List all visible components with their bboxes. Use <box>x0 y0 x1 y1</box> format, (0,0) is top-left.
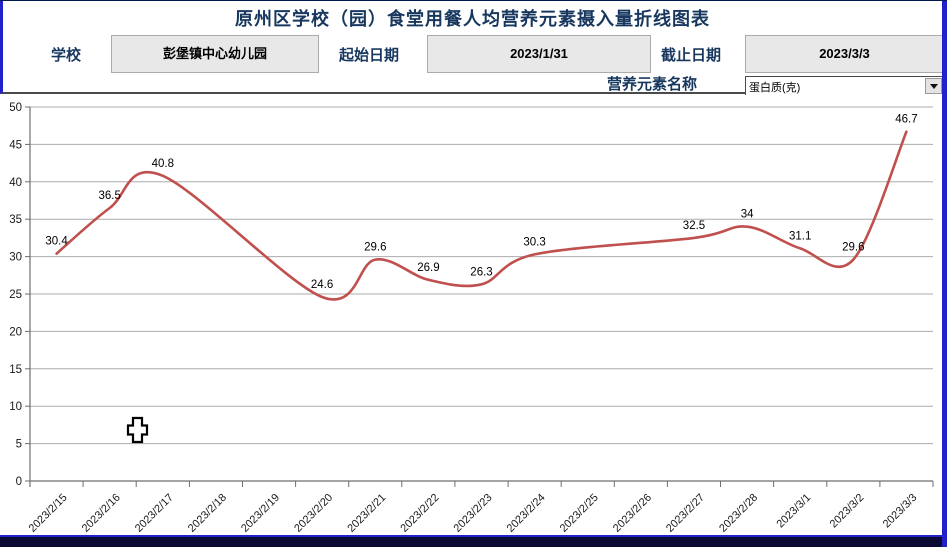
status-bar <box>0 535 947 547</box>
svg-text:46.7: 46.7 <box>895 114 917 126</box>
x-tick-labels: 2023/2/15 2023/2/16 2023/2/17 2023/2/18 2023… <box>27 492 920 535</box>
svg-text:30: 30 <box>9 252 22 264</box>
svg-text:2023/2/24: 2023/2/24 <box>505 492 548 535</box>
svg-text:2023/2/27: 2023/2/27 <box>664 492 707 535</box>
svg-text:40: 40 <box>9 177 22 189</box>
svg-text:26.3: 26.3 <box>470 266 492 278</box>
svg-text:2023/2/22: 2023/2/22 <box>398 492 441 535</box>
svg-text:34: 34 <box>741 209 754 221</box>
svg-text:15: 15 <box>9 364 22 376</box>
svg-text:2023/2/16: 2023/2/16 <box>80 492 123 535</box>
start-date-value: 2023/1/31 <box>510 46 568 61</box>
svg-text:2023/2/25: 2023/2/25 <box>558 492 601 535</box>
y-tick-labels: 0 5 10 15 20 25 30 35 40 45 50 <box>9 102 22 488</box>
svg-text:24.6: 24.6 <box>311 279 333 291</box>
dropdown-button[interactable] <box>925 78 942 94</box>
svg-text:2023/3/1: 2023/3/1 <box>775 492 814 531</box>
nutrient-select[interactable]: 蛋白质(克) <box>745 76 944 96</box>
svg-text:2023/2/21: 2023/2/21 <box>345 492 388 535</box>
svg-text:5: 5 <box>16 439 22 451</box>
school-value: 彭堡镇中心幼儿园 <box>162 46 267 61</box>
start-date-field[interactable]: 2023/1/31 <box>427 35 651 73</box>
nutrient-label: 营养元素名称 <box>607 76 698 93</box>
chevron-down-icon <box>929 83 938 89</box>
svg-text:50: 50 <box>9 102 22 114</box>
end-date-field[interactable]: 2023/3/3 <box>745 35 944 73</box>
window-right-border <box>942 1 947 547</box>
school-field[interactable]: 彭堡镇中心幼儿园 <box>111 35 319 73</box>
svg-text:0: 0 <box>16 476 22 488</box>
svg-text:40.8: 40.8 <box>152 158 174 170</box>
svg-text:2023/2/19: 2023/2/19 <box>239 492 282 535</box>
axes <box>25 106 934 487</box>
svg-text:2023/2/28: 2023/2/28 <box>717 492 760 535</box>
svg-text:2023/2/15: 2023/2/15 <box>27 492 70 535</box>
svg-text:2023/2/26: 2023/2/26 <box>611 492 654 535</box>
svg-text:26.9: 26.9 <box>417 262 439 274</box>
svg-text:32.5: 32.5 <box>683 220 705 232</box>
svg-text:20: 20 <box>9 326 22 338</box>
svg-text:29.6: 29.6 <box>364 242 386 254</box>
svg-text:2023/2/18: 2023/2/18 <box>186 492 229 535</box>
nutrient-selected-value: 蛋白质(克) <box>749 82 801 94</box>
svg-text:30.4: 30.4 <box>45 236 68 248</box>
series-line <box>55 130 908 301</box>
svg-text:36.5: 36.5 <box>99 190 121 202</box>
svg-text:2023/2/17: 2023/2/17 <box>133 492 176 535</box>
svg-text:31.1: 31.1 <box>789 230 811 242</box>
gridlines <box>30 106 933 445</box>
line-chart: 0 5 10 15 20 25 30 35 40 45 50 2023/2/15 2023/2/16 20… <box>0 95 942 536</box>
svg-text:2023/3/3: 2023/3/3 <box>881 492 920 531</box>
svg-text:45: 45 <box>9 139 22 151</box>
svg-text:2023/2/20: 2023/2/20 <box>292 492 335 535</box>
svg-text:29.6: 29.6 <box>842 242 864 254</box>
svg-text:2023/2/23: 2023/2/23 <box>452 492 495 535</box>
school-label: 学校 <box>51 47 82 64</box>
svg-text:30.3: 30.3 <box>523 236 545 248</box>
svg-text:35: 35 <box>9 214 22 226</box>
svg-text:2023/3/2: 2023/3/2 <box>828 492 867 531</box>
data-labels: 30.4 36.5 40.8 24.6 29.6 26.9 26.3 30.3 32.5 34 31… <box>45 114 917 291</box>
header-panel: 原州区学校（园）食堂用餐人均营养元素摄入量折线图表 学校 彭堡镇中心幼儿园 起始… <box>0 1 944 96</box>
cell-cursor-icon <box>126 416 149 444</box>
page-title: 原州区学校（园）食堂用餐人均营养元素摄入量折线图表 <box>235 9 710 29</box>
end-date-value: 2023/3/3 <box>819 46 870 61</box>
start-date-label: 起始日期 <box>339 47 400 64</box>
svg-text:10: 10 <box>9 401 22 413</box>
svg-text:25: 25 <box>9 289 22 301</box>
end-date-label: 截止日期 <box>661 47 722 64</box>
